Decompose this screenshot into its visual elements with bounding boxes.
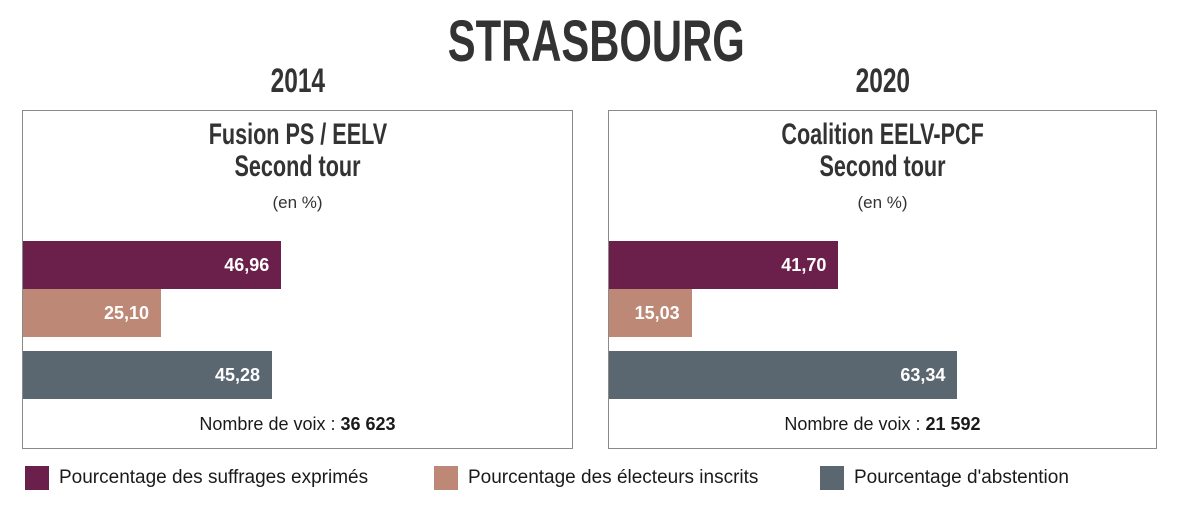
votes-label: Nombre de voix : [199,414,336,434]
legend-item-inscrits: Pourcentage des électeurs inscrits [434,466,758,490]
unit-label: (en %) [857,193,908,212]
panel-2020: Coalition EELV-PCF Second tour (en %) 41,… [608,110,1157,449]
legend-item-abstention: Pourcentage d'abstention [820,466,1069,490]
bar-inscrits: 15,03 [609,289,692,337]
unit-label: (en %) [272,193,323,212]
panel-subtitle2: Second tour [819,150,946,183]
panel-subtitle: Coalition EELV-PCF [781,118,984,151]
panel-title: Coalition EELV-PCF Second tour [609,119,1156,183]
year-label: 2014 [270,62,325,100]
panel-subtitle2: Second tour [234,150,361,183]
legend-label: Pourcentage d'abstention [854,467,1069,488]
panel-2014: Fusion PS / EELV Second tour (en %) 46,96… [22,110,573,449]
legend-item-exprimes: Pourcentage des suffrages exprimés [25,466,368,490]
bar-abstention: 45,28 [23,351,273,399]
bar-abstention: 63,34 [609,351,958,399]
bar-exprimes: 46,96 [23,241,282,289]
bar-exprimes: 41,70 [609,241,839,289]
panel-subtitle: Fusion PS / EELV [208,118,387,151]
year-label: 2020 [855,62,910,100]
votes-count: Nombre de voix : 21 592 [609,414,1156,435]
votes-label: Nombre de voix : [784,414,921,434]
legend-swatch [820,466,844,490]
chart-title-text: STRASBOURG [447,9,745,74]
votes-value: 36 623 [340,414,396,434]
legend-label: Pourcentage des suffrages exprimés [59,467,369,488]
year-2020: 2020 [608,62,1157,101]
legend-swatch [434,466,458,490]
votes-count: Nombre de voix : 36 623 [23,414,572,435]
legend-label: Pourcentage des électeurs inscrits [468,467,759,488]
bar-inscrits: 25,10 [23,289,162,337]
chart-title: STRASBOURG [0,8,1192,75]
votes-value: 21 592 [925,414,981,434]
year-2014: 2014 [22,62,573,101]
panel-title: Fusion PS / EELV Second tour [23,119,572,183]
legend-swatch [25,466,49,490]
